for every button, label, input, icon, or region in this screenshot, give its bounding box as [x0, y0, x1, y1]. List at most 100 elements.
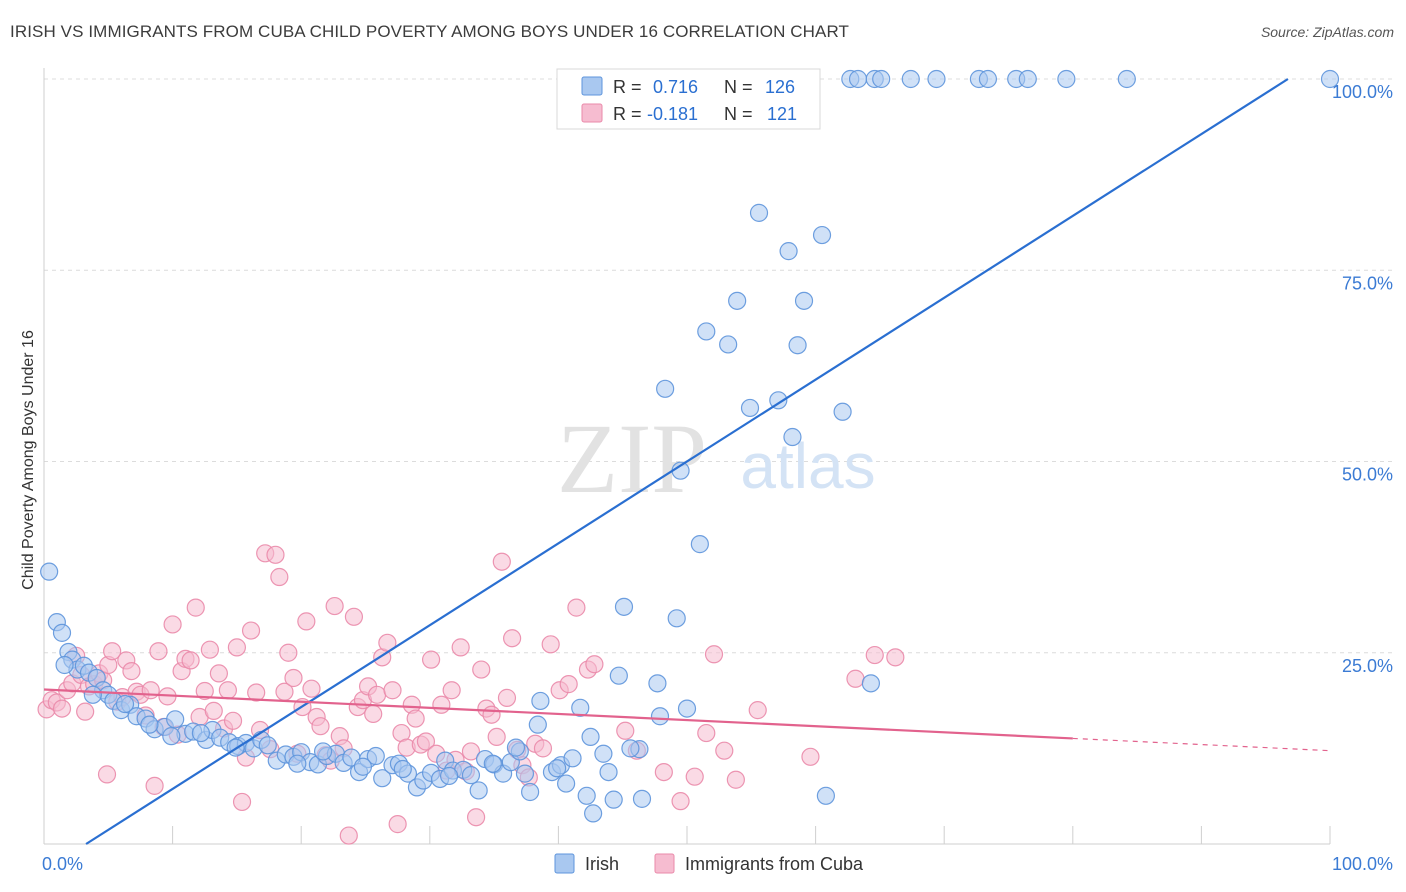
- legend-irish-label: Irish: [585, 854, 619, 874]
- irish-data-point: [1057, 69, 1076, 89]
- irish-data-point: [833, 402, 852, 421]
- cuba-data-point: [344, 607, 364, 626]
- y-tick-label: 100.0%: [1332, 82, 1393, 102]
- cuba-data-point: [302, 679, 321, 698]
- cuba-data-point: [145, 776, 164, 795]
- cuba-data-point: [383, 681, 402, 700]
- irish-data-point: [927, 69, 946, 89]
- cuba-data-point: [195, 681, 214, 701]
- irish-data-point: [528, 715, 547, 734]
- cuba-data-point: [367, 685, 387, 704]
- irish-r-label: R =: [613, 77, 642, 97]
- irish-series-points: [40, 69, 1340, 823]
- cuba-data-point: [432, 695, 451, 714]
- irish-data-point: [621, 739, 640, 758]
- irish-data-point: [1018, 69, 1037, 89]
- cuba-swatch: [581, 103, 603, 123]
- irish-data-point: [521, 782, 540, 802]
- irish-data-point: [258, 736, 277, 755]
- cuba-data-point: [567, 598, 586, 617]
- cuba-data-point: [541, 635, 560, 654]
- legend-irish-swatch: [554, 853, 575, 874]
- irish-data-point: [52, 623, 72, 642]
- irish-data-point: [393, 759, 412, 779]
- grid-lines: [44, 78, 1395, 654]
- irish-data-point: [812, 225, 832, 245]
- irish-data-point: [648, 674, 667, 693]
- cuba-data-point: [559, 675, 578, 694]
- cuba-data-point: [472, 660, 491, 679]
- cuba-data-point: [227, 638, 246, 657]
- cuba-data-point: [492, 552, 511, 571]
- cuba-data-point: [442, 681, 461, 700]
- cuba-data-point: [461, 742, 481, 761]
- cuba-data-point: [685, 767, 704, 786]
- cuba-data-point: [585, 655, 604, 674]
- irish-data-point: [40, 562, 59, 581]
- cuba-data-point: [339, 826, 358, 845]
- irish-data-point: [483, 754, 502, 773]
- cuba-data-point: [865, 645, 884, 665]
- irish-data-point: [677, 699, 697, 718]
- irish-data-point: [577, 786, 596, 805]
- cuba-data-point: [97, 765, 117, 784]
- cuba-r-value: -0.181: [647, 104, 698, 124]
- cuba-data-point: [311, 717, 330, 736]
- irish-data-point: [599, 762, 618, 782]
- cuba-data-point: [204, 701, 223, 720]
- legend-cuba-swatch: [654, 853, 675, 874]
- irish-data-point: [719, 335, 738, 354]
- cuba-n-label: N =: [724, 104, 753, 124]
- cuba-data-point: [886, 648, 905, 667]
- irish-data-point: [83, 685, 102, 704]
- irish-data-point: [779, 242, 798, 261]
- cuba-data-point: [748, 701, 767, 720]
- irish-data-point: [697, 322, 716, 341]
- cuba-data-point: [503, 629, 522, 648]
- cuba-data-point: [232, 792, 252, 812]
- irish-data-point: [531, 691, 550, 711]
- irish-data-point: [548, 759, 567, 778]
- irish-data-point: [594, 744, 613, 763]
- irish-data-point: [571, 698, 590, 717]
- irish-data-point: [794, 291, 814, 310]
- irish-data-point: [469, 781, 488, 800]
- irish-data-point: [749, 203, 769, 222]
- irish-data-point: [604, 790, 623, 809]
- cuba-trend-line: [43, 688, 1073, 740]
- cuba-data-point: [141, 681, 160, 700]
- y-tick-label: 25.0%: [1342, 656, 1393, 676]
- watermark-atlas: atlas: [740, 430, 875, 502]
- irish-data-point: [769, 391, 788, 410]
- cuba-data-point: [266, 545, 285, 564]
- cuba-data-point: [122, 662, 141, 681]
- irish-data-point: [848, 69, 868, 89]
- cuba-data-point: [181, 651, 200, 670]
- cuba-r-label: R =: [613, 104, 642, 124]
- cuba-data-point: [654, 762, 673, 782]
- cuba-data-point: [704, 645, 724, 664]
- irish-data-point: [978, 69, 998, 89]
- cuba-data-point: [388, 815, 407, 834]
- irish-data-point: [690, 535, 709, 554]
- irish-data-point: [366, 746, 385, 766]
- cuba-data-point: [270, 567, 289, 587]
- irish-data-point: [650, 707, 670, 726]
- stats-legend: R = 0.716 N = 126 R = -0.181 N = 121: [556, 68, 821, 130]
- cuba-trend-line-extension: [1072, 737, 1331, 752]
- irish-data-point: [313, 742, 333, 761]
- x-tick-label: 0.0%: [42, 854, 83, 874]
- cuba-data-point: [616, 721, 635, 740]
- irish-data-point: [439, 766, 459, 786]
- cuba-data-point: [482, 705, 501, 724]
- irish-data-point: [788, 336, 807, 355]
- cuba-data-point: [103, 642, 122, 661]
- cuba-data-point: [52, 699, 72, 718]
- source-credit: Source: ZipAtlas.com: [1260, 24, 1394, 40]
- cuba-data-point: [297, 612, 316, 631]
- irish-data-point: [740, 398, 760, 418]
- irish-r-value: 0.716: [653, 77, 698, 97]
- cuba-data-point: [671, 792, 690, 811]
- cuba-data-point: [200, 640, 219, 659]
